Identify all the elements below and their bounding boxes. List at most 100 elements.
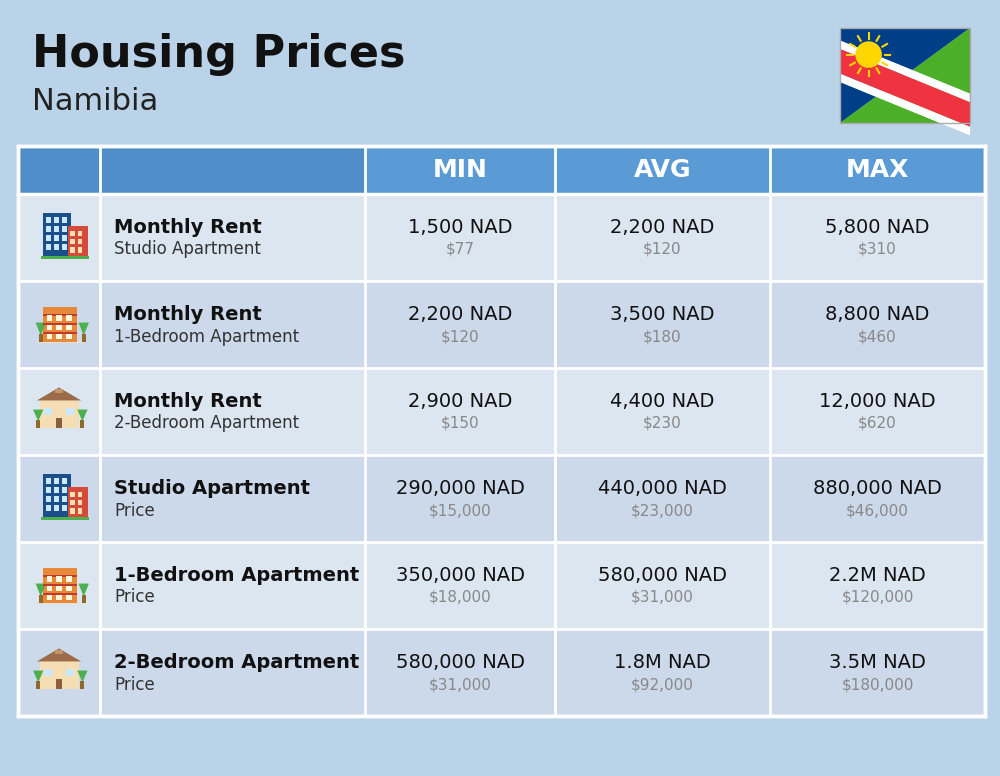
Text: $31,000: $31,000	[631, 590, 694, 605]
Text: Price: Price	[114, 588, 155, 607]
Bar	[37, 341, 84, 343]
Bar	[82, 595, 86, 603]
Bar	[70, 500, 75, 505]
Text: $230: $230	[643, 416, 682, 431]
Bar	[82, 334, 86, 342]
Text: 2.2M NAD: 2.2M NAD	[829, 566, 926, 585]
Text: Price: Price	[114, 501, 155, 519]
Bar	[54, 244, 59, 250]
Bar	[40, 400, 78, 428]
Polygon shape	[36, 584, 46, 597]
Text: 3.5M NAD: 3.5M NAD	[829, 653, 926, 672]
Text: 1.8M NAD: 1.8M NAD	[614, 653, 711, 672]
Text: $310: $310	[858, 242, 897, 257]
Bar	[56, 334, 62, 339]
Bar	[18, 281, 985, 368]
Bar	[46, 496, 51, 502]
Bar	[78, 248, 82, 252]
Bar	[47, 586, 52, 591]
Bar	[78, 230, 82, 236]
Polygon shape	[37, 649, 81, 661]
Bar	[66, 315, 72, 320]
Bar	[54, 505, 59, 511]
Bar	[54, 217, 59, 223]
Text: $150: $150	[441, 416, 479, 431]
Bar	[56, 418, 62, 428]
Bar	[47, 577, 52, 581]
Bar	[37, 601, 84, 605]
Bar	[66, 334, 72, 339]
Text: Studio Apartment: Studio Apartment	[114, 479, 310, 498]
Bar	[46, 217, 51, 223]
Bar	[18, 368, 985, 455]
Text: $180: $180	[643, 329, 682, 344]
Text: $120,000: $120,000	[841, 590, 914, 605]
Bar	[56, 577, 62, 581]
Bar	[70, 248, 75, 252]
Bar	[56, 586, 62, 591]
Bar	[44, 407, 52, 415]
Bar	[46, 505, 51, 511]
Bar	[46, 227, 51, 232]
Polygon shape	[33, 670, 43, 682]
Bar	[62, 227, 67, 232]
Bar	[56, 324, 62, 330]
Polygon shape	[77, 670, 88, 682]
Bar	[54, 227, 59, 232]
Polygon shape	[78, 323, 89, 335]
Text: $46,000: $46,000	[846, 503, 909, 518]
Bar	[18, 629, 985, 716]
Text: 3,500 NAD: 3,500 NAD	[610, 305, 715, 324]
Bar	[62, 217, 67, 223]
Bar	[18, 146, 365, 194]
Bar	[62, 478, 67, 484]
Bar	[56, 315, 62, 320]
Text: $15,000: $15,000	[429, 503, 491, 518]
Polygon shape	[840, 28, 970, 123]
Bar	[43, 314, 77, 316]
Bar	[70, 508, 75, 514]
Bar	[80, 420, 84, 428]
Bar	[66, 586, 72, 591]
Text: 5,800 NAD: 5,800 NAD	[825, 218, 930, 237]
Text: $92,000: $92,000	[631, 677, 694, 692]
Bar	[36, 681, 40, 689]
Text: $77: $77	[446, 242, 475, 257]
Bar	[54, 487, 59, 494]
Bar	[43, 332, 77, 334]
Bar	[54, 496, 59, 502]
Polygon shape	[840, 40, 970, 102]
Bar	[43, 584, 77, 586]
Polygon shape	[77, 410, 88, 421]
Bar	[39, 334, 43, 342]
Text: 2,200 NAD: 2,200 NAD	[408, 305, 512, 324]
Text: Price: Price	[114, 675, 155, 694]
Bar	[43, 307, 77, 342]
Text: 2-Bedroom Apartment: 2-Bedroom Apartment	[114, 414, 299, 432]
Bar	[42, 213, 71, 256]
Polygon shape	[37, 387, 81, 400]
Bar	[41, 255, 89, 259]
Text: $120: $120	[643, 242, 682, 257]
Bar	[43, 568, 77, 603]
Bar	[56, 679, 62, 689]
Bar	[55, 650, 63, 653]
Bar	[62, 505, 67, 511]
Bar	[42, 474, 71, 518]
Bar	[46, 478, 51, 484]
Bar	[43, 594, 77, 595]
Bar	[47, 315, 52, 320]
Bar	[46, 235, 51, 241]
Bar	[62, 487, 67, 494]
Bar	[68, 227, 88, 256]
Bar	[18, 542, 985, 629]
Polygon shape	[840, 28, 970, 123]
Text: $23,000: $23,000	[631, 503, 694, 518]
Text: 2,900 NAD: 2,900 NAD	[408, 392, 512, 411]
Text: MIN: MIN	[433, 158, 487, 182]
Bar	[18, 455, 985, 542]
Bar	[41, 517, 89, 520]
Bar	[46, 487, 51, 494]
Text: 1-Bedroom Apartment: 1-Bedroom Apartment	[114, 566, 359, 585]
Text: 2-Bedroom Apartment: 2-Bedroom Apartment	[114, 653, 359, 672]
